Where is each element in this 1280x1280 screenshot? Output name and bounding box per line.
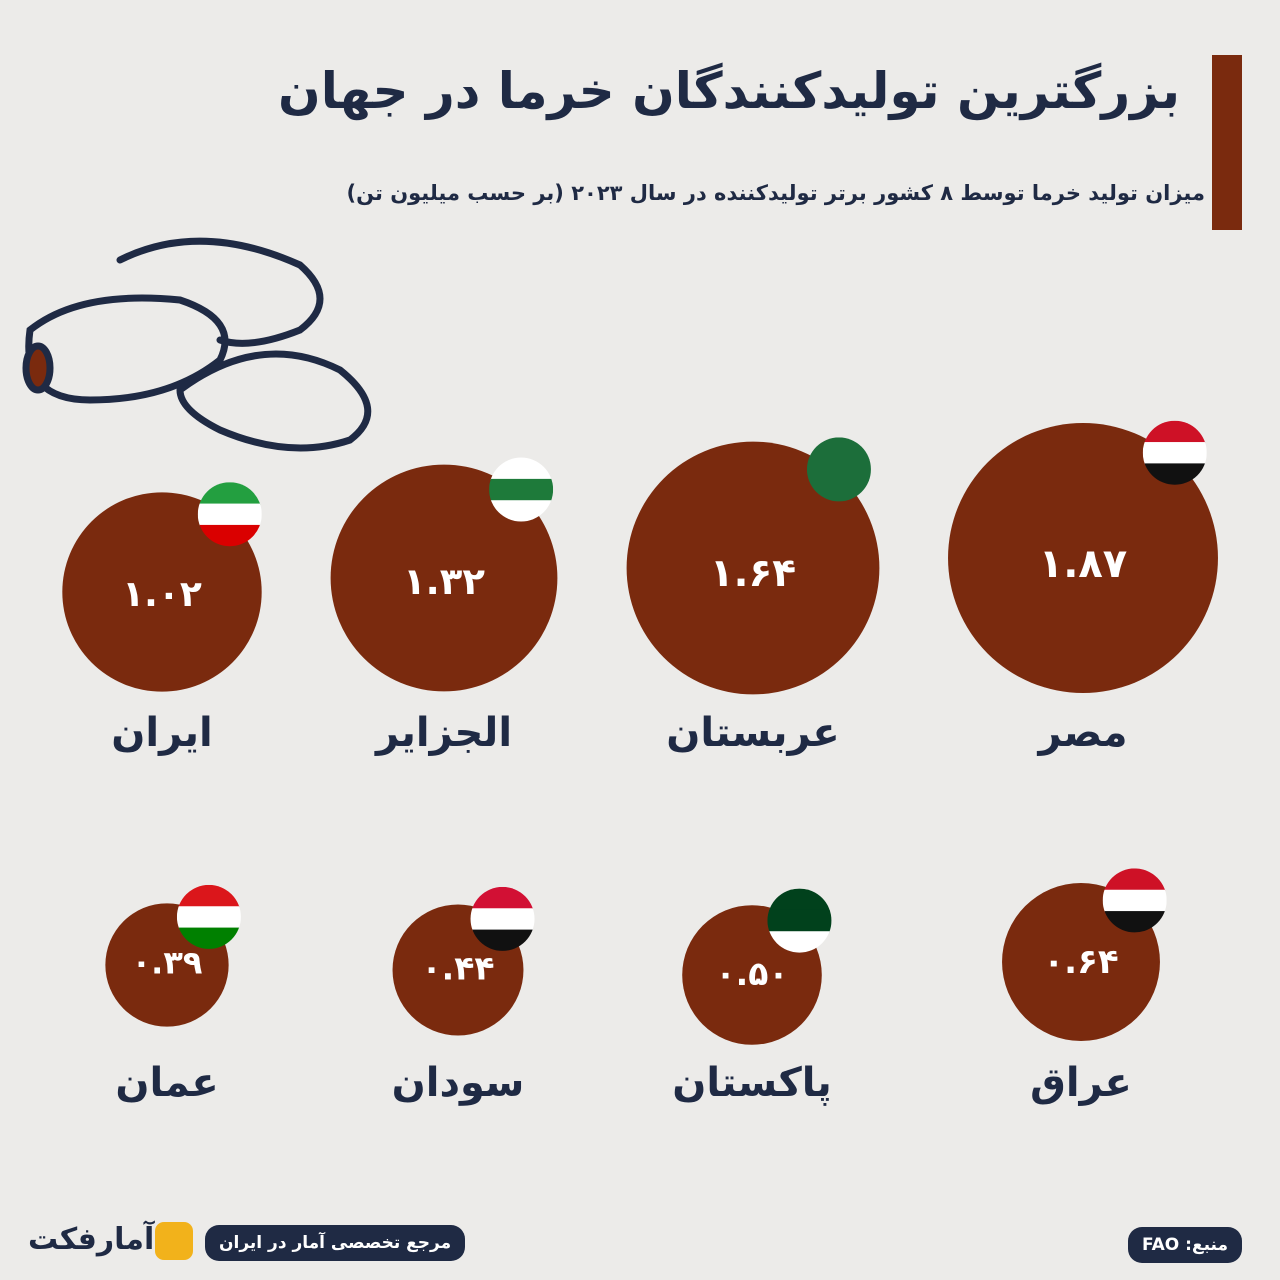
flag-stripe [489,457,554,480]
flag-stripe [1102,889,1167,913]
value-label: ۰.۴۴ [422,948,495,987]
flag-stripe [767,888,832,911]
flag-stripe [197,503,262,526]
flag-stripe [767,909,832,933]
accent-bar [1212,55,1242,230]
value-label: ۰.۳۹ [132,944,203,982]
subtitle: میزان تولید خرما توسط ۸ کشور برتر تولیدک… [346,181,1206,205]
flag-stripe [806,437,871,460]
flag-stripe [1102,868,1167,891]
source: منبع: FAO [1127,1227,1242,1263]
tagline: مرجع تخصصی آمار در ایران [205,1225,466,1261]
flag-stripe [806,458,871,482]
title: بزرگترین تولیدکنندگان خرما در جهان [278,62,1180,120]
flag-stripe [470,929,535,951]
category-label: سودان [392,1060,525,1106]
flag-stripe [470,886,535,910]
value-label: ۰.۶۴ [1043,942,1118,982]
flag-stripe [176,906,241,929]
value-label: ۱.۶۴ [710,551,796,596]
flag-stripe [806,480,871,502]
flag-stripe [1102,911,1167,933]
flag-stripe [176,927,241,949]
bubble [948,423,1218,693]
flag-stripe [1142,420,1207,444]
flag-stripe [197,524,262,547]
category-label: مصر [1036,710,1127,756]
flag-stripe [1142,463,1207,485]
flag-stripe [470,908,535,931]
bubble [62,492,262,692]
category-label: ایران [111,710,212,756]
flag-stripe [197,482,262,505]
chart: ۱.۸۷ مصر ۱.۶۴ عربستان ۱.۳۲ الجزایر ۱.۰۲ ایران ۰.… [22,237,1218,1106]
value-label: ۱.۰۲ [122,574,202,615]
flag-stripe [767,931,832,953]
category-label: عربستان [666,710,839,756]
logo [155,1222,193,1260]
category-label: پاکستان [672,1060,832,1106]
category-label: عراق [1030,1060,1132,1106]
value-label: ۰.۵۰ [716,954,789,993]
category-label: عمان [115,1060,218,1106]
bubble [626,441,880,695]
bubble [330,464,558,692]
flag-stripe [489,478,554,502]
dates-icon [22,237,372,452]
flag-stripe [1142,442,1207,465]
value-label: ۱.۳۲ [403,560,485,603]
category-label: الجزایر [374,710,512,756]
flag-stripe [176,884,241,908]
brand: آمارفکت [28,1222,155,1257]
flag-stripe [489,500,554,522]
value-label: ۱.۸۷ [1039,541,1127,587]
